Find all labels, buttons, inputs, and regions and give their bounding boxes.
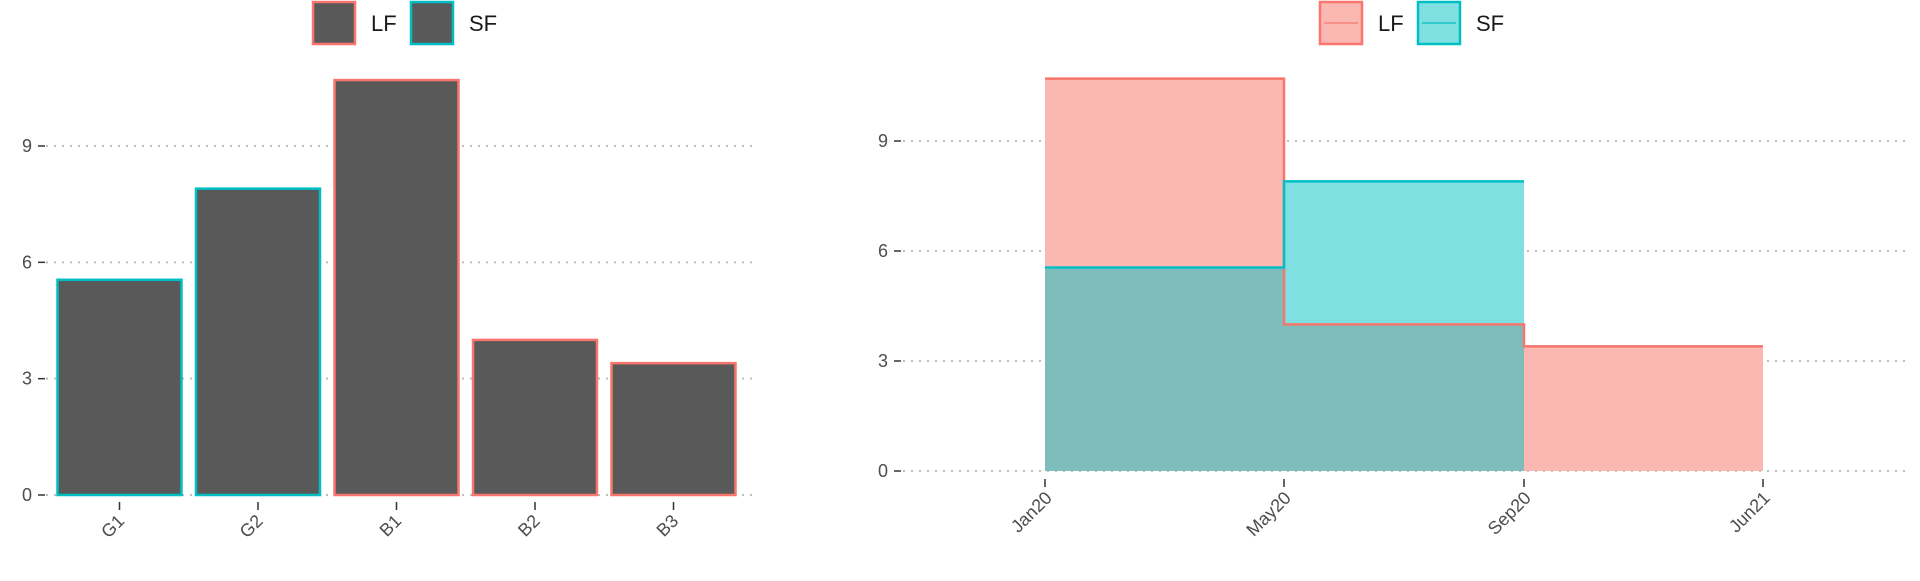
- x-tick-label-b2: B2: [514, 511, 544, 541]
- bar-g2: [196, 189, 320, 495]
- bar-b3: [612, 363, 736, 495]
- legend-label-lf: LF: [1378, 11, 1404, 36]
- x-tick-label-jun21: Jun21: [1725, 488, 1774, 537]
- bar-chart: 0 3 6 9 G1 G2 B1 B2 B3 LF SF: [22, 2, 756, 542]
- x-tick-label-jan20: Jan20: [1007, 488, 1056, 537]
- bar-g1: [58, 280, 182, 495]
- x-tick-label-b1: B1: [376, 511, 406, 541]
- step-area-chart: 0 3 6 9 Jan20 May20 Sep20 Jun21 LF SF: [878, 2, 1908, 540]
- x-tick-label-sep20: Sep20: [1484, 488, 1535, 539]
- x-tick-label-b3: B3: [653, 511, 683, 541]
- y-tick-label-3: 3: [22, 369, 32, 389]
- legend-label-sf: SF: [1476, 11, 1504, 36]
- legend-label-sf: SF: [469, 11, 497, 36]
- y-tick-label-6: 6: [878, 241, 888, 261]
- legend-key-lf: [313, 2, 355, 44]
- bar-b1: [335, 80, 459, 495]
- x-tick-label-g2: G2: [236, 511, 267, 542]
- y-tick-label-6: 6: [22, 252, 32, 272]
- y-tick-label-9: 9: [22, 136, 32, 156]
- legend-label-lf: LF: [371, 11, 397, 36]
- legend-key-sf: [411, 2, 453, 44]
- x-tick-label-g1: G1: [97, 511, 128, 542]
- bar-b2: [473, 340, 597, 495]
- x-tick-label-may20: May20: [1242, 488, 1294, 540]
- y-tick-label-9: 9: [878, 131, 888, 151]
- y-tick-label-0: 0: [22, 485, 32, 505]
- y-tick-label-0: 0: [878, 461, 888, 481]
- y-tick-label-3: 3: [878, 351, 888, 371]
